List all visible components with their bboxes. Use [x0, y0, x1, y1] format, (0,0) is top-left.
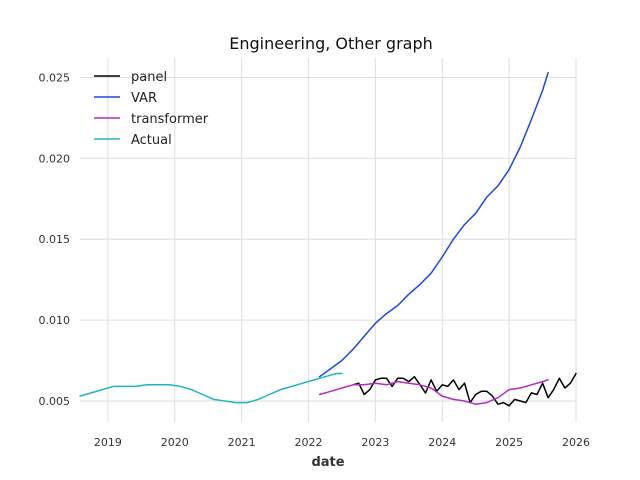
y-tick-label: 0.020 — [39, 152, 71, 165]
series-line-transformer — [318, 379, 549, 405]
y-tick-label: 0.015 — [39, 233, 71, 246]
grid — [80, 58, 577, 422]
y-tick-label: 0.025 — [39, 71, 71, 84]
y-tick-label: 0.005 — [39, 395, 71, 408]
y-tick-labels: 0.005 0.010 0.015 0.020 0.025 — [39, 71, 71, 408]
x-axis-title: date — [311, 455, 344, 470]
x-tick-label: 2020 — [161, 436, 189, 449]
series-line-var — [318, 71, 549, 378]
series-lines — [79, 71, 577, 407]
x-tick-label: 2026 — [562, 436, 590, 449]
y-tick-label: 0.010 — [39, 314, 71, 327]
x-tick-label: 2022 — [294, 436, 322, 449]
legend-label-transformer: transformer — [131, 112, 209, 127]
x-tick-label: 2023 — [361, 436, 389, 449]
chart-title: Engineering, Other graph — [229, 34, 433, 53]
x-tick-label: 2025 — [495, 436, 523, 449]
series-line-actual — [79, 372, 343, 404]
x-tick-label: 2024 — [428, 436, 456, 449]
legend-label-actual: Actual — [131, 133, 172, 148]
legend: panel VAR transformer Actual — [94, 70, 209, 148]
x-tick-label: 2019 — [94, 436, 122, 449]
x-tick-label: 2021 — [228, 436, 256, 449]
legend-label-var: VAR — [131, 91, 157, 106]
legend-label-panel: panel — [131, 70, 167, 85]
x-tick-labels: 2019 2020 2021 2022 2023 2024 2025 2026 — [94, 436, 590, 449]
